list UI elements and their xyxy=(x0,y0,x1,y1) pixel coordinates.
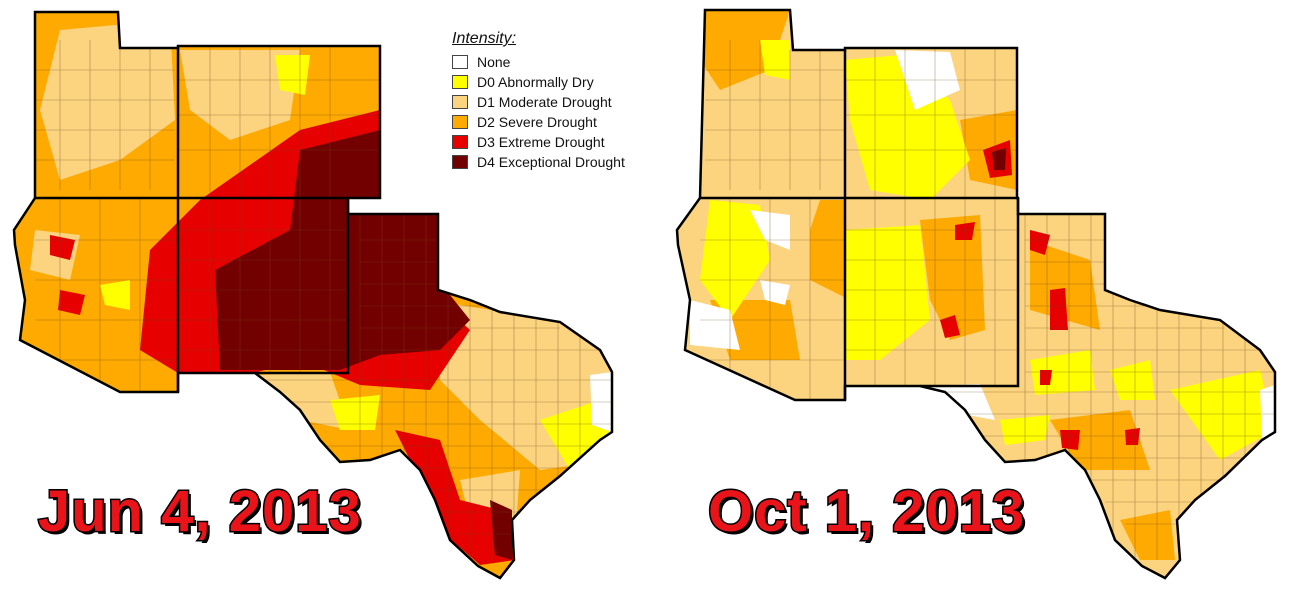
date-label-right: Oct 1, 2013 xyxy=(706,478,1026,546)
drought-map-jun-2013 xyxy=(12,10,614,580)
legend-title: Intensity: xyxy=(452,30,517,47)
legend-item-d0: D0 Abnormally Dry xyxy=(452,72,625,92)
intensity-legend: Intensity: None D0 Abnormally Dry D1 Mod… xyxy=(452,30,625,172)
drought-map-left-svg xyxy=(12,10,614,580)
legend-item-none: None xyxy=(452,52,625,72)
legend-label: None xyxy=(477,54,511,70)
legend-swatch-d4 xyxy=(452,155,468,169)
legend-swatch-d3 xyxy=(452,135,468,149)
drought-map-oct-2013 xyxy=(650,0,1299,591)
legend-label: D0 Abnormally Dry xyxy=(477,74,594,90)
drought-map-right-svg xyxy=(675,8,1277,580)
legend-label: D1 Moderate Drought xyxy=(477,94,612,110)
legend-swatch-d1 xyxy=(452,95,468,109)
legend-label: D4 Exceptional Drought xyxy=(477,154,625,170)
legend-label: D3 Extreme Drought xyxy=(477,134,605,150)
legend-item-d1: D1 Moderate Drought xyxy=(452,92,625,112)
date-label-left: Jun 4, 2013 xyxy=(37,478,363,546)
legend-swatch-none xyxy=(452,55,468,69)
legend-label: D2 Severe Drought xyxy=(477,114,597,130)
legend-swatch-d0 xyxy=(452,75,468,89)
legend-item-d4: D4 Exceptional Drought xyxy=(452,152,625,172)
legend-item-d3: D3 Extreme Drought xyxy=(452,132,625,152)
legend-item-d2: D2 Severe Drought xyxy=(452,112,625,132)
legend-swatch-d2 xyxy=(452,115,468,129)
